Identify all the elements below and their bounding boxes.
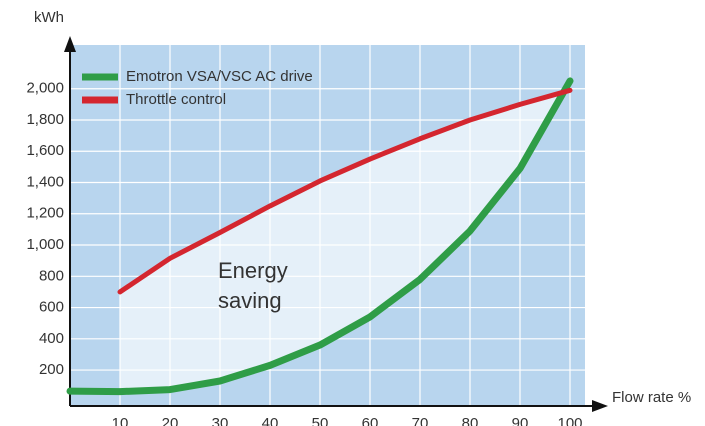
x-tick-label: 10 <box>112 415 129 426</box>
x-tick-label: 30 <box>212 415 229 426</box>
legend-swatch <box>82 96 118 104</box>
y-tick-label: 200 <box>39 361 64 378</box>
y-tick-label: 1,000 <box>26 236 64 253</box>
x-tick-label: 90 <box>512 415 529 426</box>
legend-swatch <box>82 73 118 81</box>
y-tick-label: 1,400 <box>26 173 64 190</box>
annotation-line: saving <box>218 288 282 313</box>
y-tick-label: 800 <box>39 267 64 284</box>
x-tick-label: 80 <box>462 415 479 426</box>
legend-label: Emotron VSA/VSC AC drive <box>126 68 313 85</box>
y-tick-label: 1,600 <box>26 142 64 159</box>
y-tick-label: 600 <box>39 299 64 316</box>
x-tick-label: 100 <box>557 415 582 426</box>
legend-label: Throttle control <box>126 91 226 108</box>
y-axis-arrow <box>64 36 76 52</box>
y-tick-label: 1,800 <box>26 111 64 128</box>
y-tick-label: 2,000 <box>26 80 64 97</box>
series-line <box>117 87 573 295</box>
annotation: Energy saving <box>218 258 288 313</box>
y-tick-label: 1,200 <box>26 205 64 222</box>
y-axis-label: kWh <box>34 9 64 26</box>
x-tick-label: 50 <box>312 415 329 426</box>
series-line <box>66 77 574 396</box>
x-axis-label: Flow rate % <box>612 389 691 406</box>
saving-area <box>120 80 570 392</box>
x-tick-label: 70 <box>412 415 429 426</box>
x-tick-label: 60 <box>362 415 379 426</box>
x-tick-label: 20 <box>162 415 179 426</box>
y-tick-label: 400 <box>39 330 64 347</box>
x-tick-label: 40 <box>262 415 279 426</box>
annotation-line: Energy <box>218 258 288 283</box>
x-axis-arrow <box>592 400 608 412</box>
